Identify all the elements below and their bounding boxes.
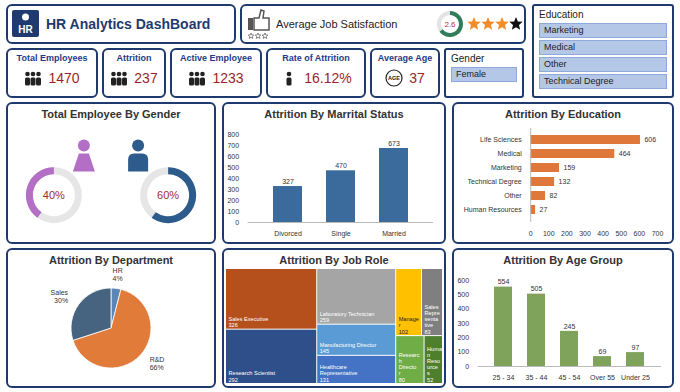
svg-text:Sales Executive326: Sales Executive326 (229, 316, 269, 328)
svg-text:HR: HR (18, 24, 33, 35)
html-text:Female: Female (456, 69, 486, 79)
svg-text:Medical: Medical (498, 150, 523, 157)
svg-text:500: 500 (457, 291, 469, 298)
svg-text:2.6: 2.6 (444, 20, 456, 29)
svg-text:40%: 40% (43, 189, 65, 201)
html-text:Medical: Medical (544, 42, 575, 52)
html-text:Attrition By Department: Attrition By Department (49, 254, 173, 266)
html-text:Attrition By Job Role: Attrition By Job Role (279, 254, 389, 266)
svg-text:97: 97 (632, 344, 640, 351)
html-text:Attrition By Education: Attrition By Education (504, 108, 621, 120)
html-text:Total Employees: Total Employees (16, 53, 88, 63)
svg-text:82: 82 (550, 192, 558, 199)
svg-text:Marketing: Marketing (491, 164, 522, 172)
svg-text:100: 100 (457, 348, 469, 355)
svg-text:HumanResources52: HumanResources52 (427, 346, 443, 383)
svg-text:Manufacturing Director145: Manufacturing Director145 (320, 342, 377, 354)
svg-text:500: 500 (615, 230, 627, 237)
html-text:Other: Other (544, 59, 567, 69)
svg-text:Divorced: Divorced (274, 230, 302, 237)
svg-text:132: 132 (559, 178, 571, 185)
svg-text:600: 600 (457, 277, 469, 284)
svg-text:606: 606 (644, 136, 656, 143)
svg-text:400: 400 (597, 230, 609, 237)
html-text:16.12%: 16.12% (304, 70, 352, 86)
html-text:Attrition By Marrital Status: Attrition By Marrital Status (264, 108, 404, 120)
html-text:1233: 1233 (212, 70, 244, 86)
svg-text:Technical Degree: Technical Degree (468, 178, 522, 186)
svg-text:464: 464 (619, 150, 631, 157)
svg-text:600: 600 (227, 153, 239, 160)
svg-text:ResearchDirector80: ResearchDirector80 (399, 352, 420, 383)
svg-text:200: 200 (457, 334, 469, 341)
svg-text:60%: 60% (157, 189, 179, 201)
svg-text:400: 400 (227, 175, 239, 182)
html-text:Active Employee: Active Employee (180, 53, 252, 63)
svg-text:200: 200 (227, 197, 239, 204)
svg-text:SalesRepresentative83: SalesRepresentative83 (425, 304, 440, 335)
svg-text:Human Resources: Human Resources (464, 206, 522, 213)
svg-text:Sales30%: Sales30% (51, 289, 69, 304)
svg-text:470: 470 (335, 162, 347, 169)
svg-text:Life Sciences: Life Sciences (480, 136, 522, 143)
html-text:Marketing: Marketing (544, 25, 584, 35)
svg-text:700: 700 (227, 142, 239, 149)
svg-text:100: 100 (543, 230, 555, 237)
html-text:Attrition By Age Group: Attrition By Age Group (503, 254, 623, 266)
svg-text:327: 327 (282, 178, 294, 185)
svg-text:AGE: AGE (388, 75, 400, 81)
svg-text:505: 505 (531, 285, 543, 292)
svg-text:Laboratory Technician259: Laboratory Technician259 (320, 311, 375, 323)
svg-text:25 - 34: 25 - 34 (493, 374, 515, 381)
svg-text:27: 27 (540, 206, 548, 213)
html-text:Attrition: Attrition (116, 53, 152, 63)
svg-text:300: 300 (579, 230, 591, 237)
svg-text:HR Analytics DashBoard: HR Analytics DashBoard (46, 16, 210, 32)
html-text:Rate of Attrition: Rate of Attrition (282, 53, 350, 63)
svg-text:Manager102: Manager102 (399, 316, 419, 334)
svg-text:HR4%: HR4% (113, 268, 123, 282)
html-text:237: 237 (134, 70, 158, 86)
svg-text:554: 554 (498, 278, 510, 285)
svg-text:300: 300 (457, 320, 469, 327)
html-text:Technical Degree: Technical Degree (544, 76, 614, 86)
svg-text:300: 300 (227, 186, 239, 193)
svg-text:Married: Married (382, 230, 406, 237)
svg-text:Other: Other (504, 192, 522, 199)
svg-text:Under 25: Under 25 (621, 374, 650, 381)
svg-text:0: 0 (465, 363, 469, 370)
svg-text:35 - 44: 35 - 44 (526, 374, 548, 381)
svg-text:69: 69 (599, 348, 607, 355)
svg-text:600: 600 (634, 230, 646, 237)
html-text:37: 37 (409, 70, 425, 86)
html-text:Total Employee By Gender: Total Employee By Gender (41, 108, 181, 120)
svg-text:Over 55: Over 55 (590, 374, 615, 381)
svg-text:159: 159 (564, 164, 576, 171)
svg-text:700: 700 (652, 230, 664, 237)
svg-text:673: 673 (388, 140, 400, 147)
svg-text:R&D66%: R&D66% (150, 356, 165, 371)
svg-text:0: 0 (235, 219, 239, 226)
svg-text:Average Job Satisfaction: Average Job Satisfaction (276, 18, 397, 30)
svg-text:245: 245 (564, 323, 576, 330)
svg-text:0: 0 (529, 230, 533, 237)
svg-text:500: 500 (227, 164, 239, 171)
svg-text:800: 800 (227, 131, 239, 138)
svg-text:45 - 54: 45 - 54 (559, 374, 581, 381)
html-text:1470: 1470 (48, 70, 80, 86)
svg-text:100: 100 (227, 208, 239, 215)
svg-text:Research Scientist292: Research Scientist292 (229, 370, 276, 382)
html-text:Education: Education (539, 9, 584, 20)
svg-text:HealthcareRepresentative131: HealthcareRepresentative131 (320, 364, 358, 382)
svg-text:400: 400 (457, 305, 469, 312)
html-text:Average Age: Average Age (377, 53, 433, 63)
svg-text:200: 200 (561, 230, 573, 237)
svg-text:Single: Single (331, 230, 351, 238)
html-text:Gender: Gender (451, 53, 485, 64)
